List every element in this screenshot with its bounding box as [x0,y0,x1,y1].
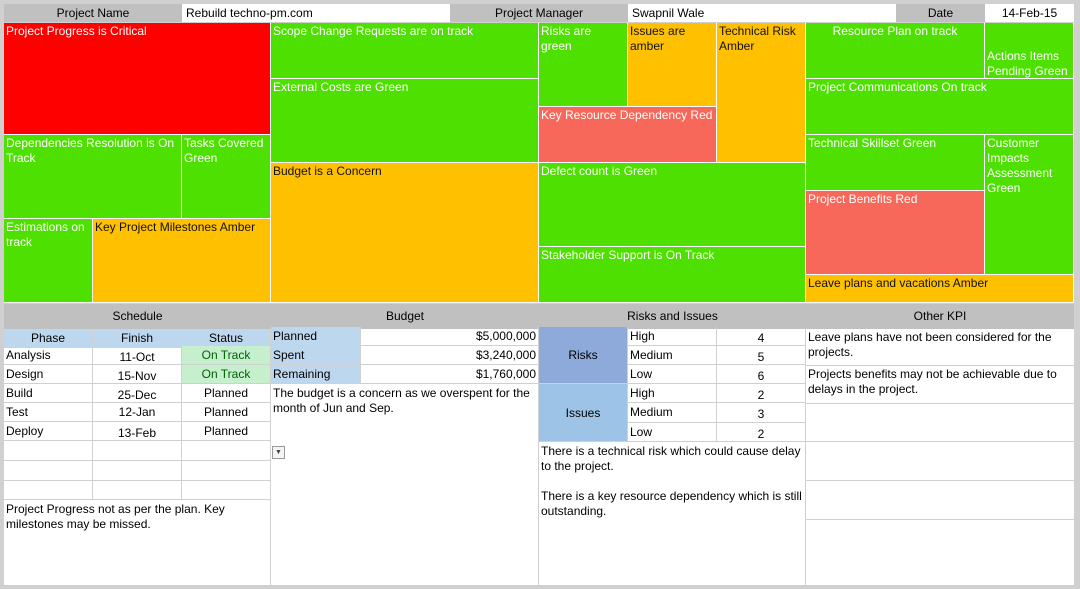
issue-level-cell: Low [628,423,717,442]
risk-level-cell: Low [628,365,717,384]
kpi-empty-row[interactable] [806,481,1074,520]
schedule-phase-cell[interactable]: Deploy [4,422,93,441]
tile-actions-items[interactable]: Actions Items Pending Green [985,23,1074,79]
risk-level-cell: Medium [628,346,717,365]
schedule-note[interactable]: Project Progress not as per the plan. Ke… [6,502,225,531]
issue-level-cell: Medium [628,403,717,423]
tile-project-progress[interactable]: Project Progress is Critical [4,23,271,135]
kpi-empty-row[interactable] [806,442,1074,481]
date-label: Date [896,4,985,22]
tile-tasks-covered[interactable]: Tasks Covered Green [182,135,271,219]
tile-project-benefits[interactable]: Project Benefits Red [806,191,985,275]
risks-label: Risks [539,327,628,384]
dropdown-arrow-icon[interactable]: ▼ [272,446,285,459]
issue-count-cell[interactable]: 3 [717,403,806,423]
budget-value-cell[interactable]: $3,240,000 [361,346,539,365]
schedule-phase-cell[interactable]: Analysis [4,346,93,365]
tile-resource-plan[interactable]: Resource Plan on track [806,23,985,79]
schedule-finish-cell[interactable]: 15-Nov [93,365,182,384]
tile-key-milestones[interactable]: Key Project Milestones Amber [93,219,271,303]
schedule-phase-cell[interactable]: Test [4,403,93,422]
tile-technical-risk[interactable]: Technical Risk Amber [717,23,806,163]
budget-label-cell: Planned [271,327,361,346]
kpi-empty-row[interactable] [806,404,1074,442]
schedule-phase-cell[interactable]: Design [4,365,93,384]
tile-risks[interactable]: Risks are green [539,23,628,107]
schedule-header-finish: Finish [93,329,182,348]
budget-value-cell[interactable]: $1,760,000 [361,365,539,384]
schedule-phase-cell[interactable]: Build [4,384,93,403]
budget-title: Budget [271,304,539,329]
schedule-empty-cell[interactable] [182,481,271,500]
schedule-empty-cell[interactable] [4,441,93,461]
risk-count-cell[interactable]: 5 [717,346,806,365]
tile-budget-concern[interactable]: Budget is a Concern [271,163,539,303]
schedule-status-cell[interactable]: Planned [182,422,271,441]
budget-value-cell[interactable]: $5,000,000 [361,327,539,346]
budget-label-cell: Remaining [271,365,361,384]
risks-note-resource[interactable]: There is a key resource dependency which… [541,489,802,518]
schedule-header-phase: Phase [4,329,93,348]
schedule-empty-cell[interactable] [93,441,182,461]
tile-technical-skillset[interactable]: Technical Skillset Green [806,135,985,191]
tile-stakeholder-support[interactable]: Stakeholder Support is On Track [539,247,806,303]
schedule-title: Schedule [4,304,271,329]
project-manager-label: Project Manager [450,4,628,22]
issues-label: Issues [539,384,628,442]
issue-level-cell: High [628,384,717,403]
issue-count-cell[interactable]: 2 [717,384,806,403]
budget-label-cell: Spent [271,346,361,365]
risks-note-technical[interactable]: There is a technical risk which could ca… [541,444,801,473]
risk-count-cell[interactable]: 6 [717,365,806,384]
date-field[interactable]: 14-Feb-15 [985,4,1074,22]
schedule-status-cell[interactable]: Planned [182,403,271,422]
schedule-finish-cell[interactable]: 12-Jan [93,403,182,422]
tile-estimations[interactable]: Estimations on track [4,219,93,303]
tile-dependencies[interactable]: Dependencies Resolution is On Track [4,135,182,219]
schedule-empty-cell[interactable] [93,481,182,500]
budget-note[interactable]: The budget is a concern as we overspent … [273,386,530,415]
risk-level-cell: High [628,327,717,346]
tile-issues[interactable]: Issues are amber [628,23,717,107]
schedule-finish-cell[interactable]: 25-Dec [93,384,182,403]
kpi-note-leave[interactable]: Leave plans have not been considered for… [806,328,1074,366]
kpi-section [806,304,1074,585]
project-manager-field[interactable]: Swapnil Wale [628,4,896,22]
project-name-label: Project Name [4,4,182,22]
schedule-empty-cell[interactable] [182,461,271,481]
risk-count-cell[interactable]: 4 [717,327,806,346]
tile-project-communications[interactable]: Project Communications On track [806,79,1074,135]
risks-title: Risks and Issues [539,304,806,329]
schedule-status-cell[interactable]: On Track [182,346,271,365]
tile-leave-plans[interactable]: Leave plans and vacations Amber [806,275,1074,303]
issue-count-cell[interactable]: 2 [717,423,806,442]
schedule-status-cell[interactable]: Planned [182,384,271,403]
tile-customer-impacts[interactable]: Customer Impacts Assessment Green [985,135,1074,275]
tile-key-resource[interactable]: Key Resource Dependency Red [539,107,717,163]
schedule-finish-cell[interactable]: 13-Feb [93,422,182,441]
kpi-note-benefits[interactable]: Projects benefits may not be achievable … [806,365,1074,404]
tile-defect-count[interactable]: Defect count is Green [539,163,806,247]
tile-scope-change[interactable]: Scope Change Requests are on track [271,23,539,79]
schedule-empty-cell[interactable] [182,441,271,461]
schedule-empty-cell[interactable] [4,481,93,500]
schedule-status-cell[interactable]: On Track [182,365,271,384]
tile-external-costs[interactable]: External Costs are Green [271,79,539,163]
kpi-title: Other KPI [806,304,1074,329]
project-name-field[interactable]: Rebuild techno-pm.com [182,4,450,22]
schedule-empty-cell[interactable] [4,461,93,481]
schedule-empty-cell[interactable] [93,461,182,481]
schedule-finish-cell[interactable]: 11-Oct [93,346,182,365]
